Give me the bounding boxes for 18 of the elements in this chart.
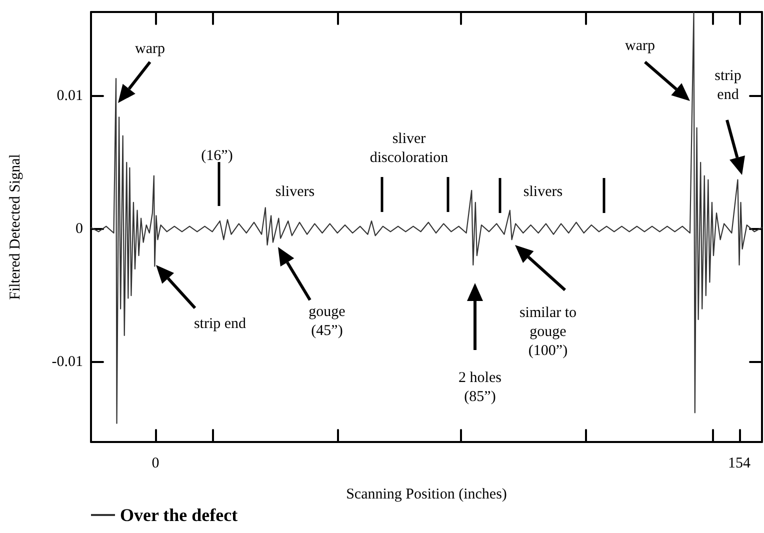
annotation: slivers [275, 184, 315, 200]
y-tick-label: 0.01 [56, 88, 83, 104]
y-axis-title: Filtered Detected Signal [8, 154, 24, 300]
y-tick-label: 0 [76, 220, 83, 237]
annotation: sliver discoloration [370, 131, 449, 166]
annotation: strip end [714, 68, 742, 103]
x-tick-label: 154 [728, 456, 752, 472]
annotation: similar to gouge (100”) [519, 305, 577, 359]
annotation: slivers [523, 184, 563, 200]
annotation: warp [135, 41, 165, 57]
annotation: strip end [194, 316, 247, 332]
annotation: 2 holes (85”) [458, 370, 502, 405]
annotation: warp [625, 38, 655, 54]
x-axis-title: Scanning Position (inches) [346, 486, 507, 502]
annotation: (16”) [201, 148, 233, 164]
y-tick-label: -0.01 [52, 354, 83, 370]
legend-label: Over the defect [120, 505, 238, 525]
annotation: gouge (45”) [308, 304, 346, 339]
